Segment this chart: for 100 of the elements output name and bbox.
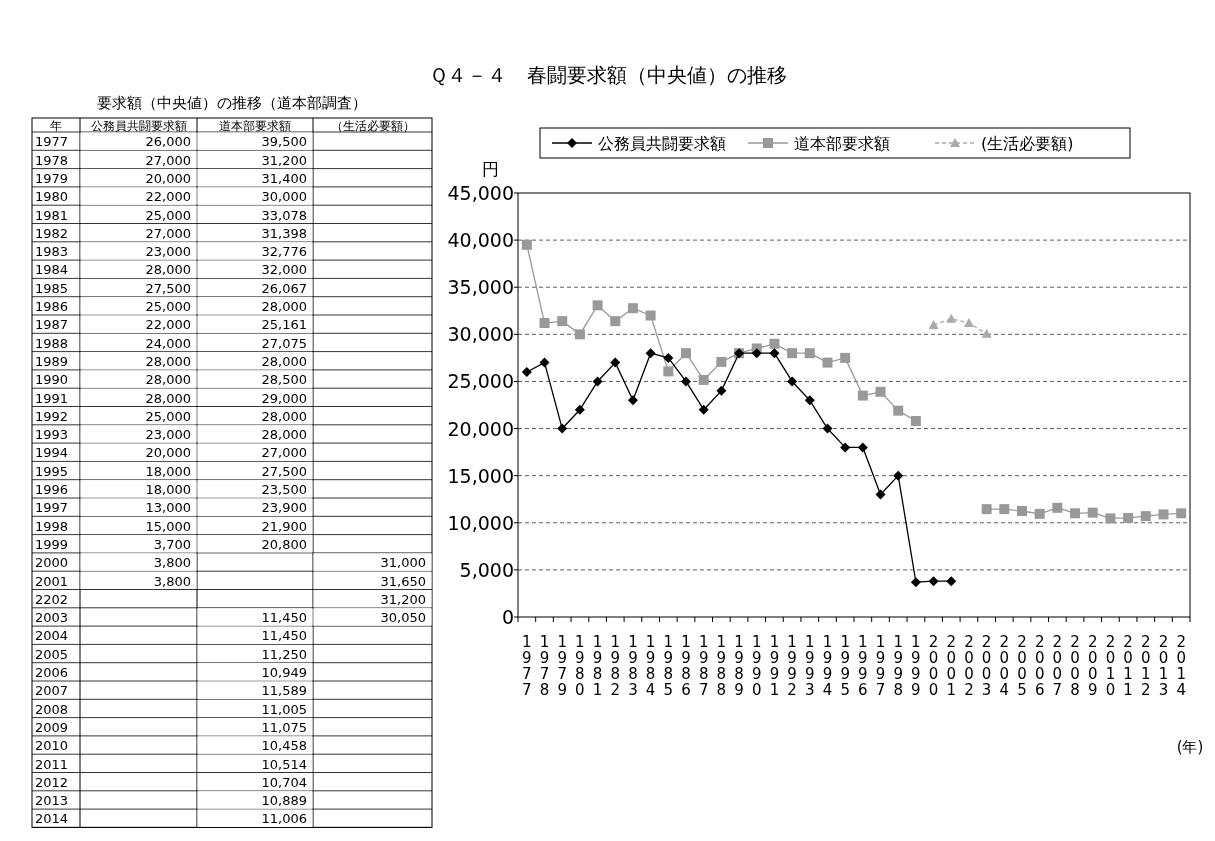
data-label: 27,000 xyxy=(261,445,307,461)
y-tick-label: 10,000 xyxy=(447,511,514,534)
point xyxy=(769,348,780,359)
point xyxy=(663,366,674,377)
y-tick-label: 1990 xyxy=(35,372,69,388)
point xyxy=(1087,507,1098,518)
point xyxy=(928,319,939,329)
y-tick-label: 1977 xyxy=(35,134,69,150)
point xyxy=(1034,508,1045,519)
point xyxy=(539,357,550,368)
y-tick-label: 1999 xyxy=(35,536,69,552)
chart-title: Ｑ４－４ 春闘要求額（中央値）の推移 xyxy=(429,63,787,87)
data-label: 23,900 xyxy=(261,500,307,516)
y-tick-label: 1986 xyxy=(35,299,69,314)
x-tick-label: 2001 xyxy=(946,633,957,699)
point xyxy=(592,376,603,387)
x-tick-label: 2011 xyxy=(1123,633,1133,699)
y-tick-label: 40,000 xyxy=(447,229,514,252)
data-label: 15,000 xyxy=(145,518,191,534)
x-tick-label: 1979 xyxy=(557,633,567,699)
data-label: 3,800 xyxy=(153,555,191,571)
x-tick-label: 2000 xyxy=(928,633,939,699)
data-label: 10,458 xyxy=(261,738,307,754)
point xyxy=(663,352,674,363)
y-tick-label: 1995 xyxy=(35,463,69,479)
point xyxy=(804,395,815,406)
point xyxy=(1158,509,1169,520)
x-tick-label: 1987 xyxy=(698,633,709,699)
data-label: 31,200 xyxy=(261,152,307,168)
legend-label: (生活必要額) xyxy=(981,134,1074,153)
x-tick-label: 1995 xyxy=(840,633,850,699)
data-label: 31,650 xyxy=(380,573,426,589)
data-label: 11,589 xyxy=(261,683,307,699)
y-tick-label: 1983 xyxy=(35,244,69,260)
point xyxy=(787,348,798,359)
y-tick-label: 1991 xyxy=(35,390,69,406)
point xyxy=(681,376,691,387)
data-label: 10,949 xyxy=(261,665,307,680)
y-tick-label: 1993 xyxy=(35,427,69,443)
x-tick-label: 1992 xyxy=(787,633,797,699)
point xyxy=(1070,508,1081,519)
data-label: 22,000 xyxy=(145,317,191,333)
y-tick-label: 1997 xyxy=(35,500,69,516)
data-label: 21,900 xyxy=(261,518,307,534)
point xyxy=(521,367,532,378)
y-tick-label: 1984 xyxy=(35,262,69,278)
data-label: 23,500 xyxy=(261,482,307,497)
point xyxy=(840,352,851,363)
point xyxy=(804,348,815,359)
x-tick-label: 2014 xyxy=(1176,633,1186,699)
data-label: 10,514 xyxy=(261,756,307,772)
y-tick-label: 15,000 xyxy=(447,464,514,487)
point xyxy=(627,395,638,406)
data-label: 18,000 xyxy=(145,463,191,479)
data-label: 28,000 xyxy=(261,427,307,443)
point xyxy=(557,423,568,434)
data-label: 11,250 xyxy=(261,646,307,662)
x-tick-label: 公務員共闘要求額 xyxy=(90,119,187,133)
data-label: 32,776 xyxy=(261,244,307,260)
data-label: 28,500 xyxy=(261,372,307,388)
point xyxy=(910,416,921,427)
x-tick-label: 2005 xyxy=(1017,633,1027,699)
x-tick-label: 道本部要求額 xyxy=(219,119,291,133)
y-tick-label: 2011 xyxy=(35,756,69,772)
y-tick-label: 2202 xyxy=(35,591,69,607)
data-label: 10,889 xyxy=(261,793,307,809)
legend-label: 道本部要求額 xyxy=(794,134,890,153)
x-tick-label: 2008 xyxy=(1070,633,1080,699)
x-tick-label: 2013 xyxy=(1158,633,1169,699)
data-label: 32,000 xyxy=(261,262,307,278)
data-label: 26,000 xyxy=(145,134,191,150)
data-label: 30,000 xyxy=(261,189,307,205)
point xyxy=(698,404,709,415)
data-label: 22,000 xyxy=(145,189,191,205)
x-tick-label: 1997 xyxy=(875,633,886,699)
data-label: 11,075 xyxy=(261,719,307,735)
data-label: 11,450 xyxy=(261,610,307,626)
x-tick-label: 2003 xyxy=(981,633,992,699)
y-tick-label: 1989 xyxy=(35,353,69,369)
x-tick-label: 2010 xyxy=(1105,633,1116,699)
point xyxy=(946,313,957,323)
y-tick-label: 2014 xyxy=(35,811,69,827)
data-label: 25,000 xyxy=(145,408,191,424)
point xyxy=(698,374,709,385)
x-tick-label: 1988 xyxy=(716,633,727,699)
point xyxy=(857,390,868,401)
y-tick-label: 2001 xyxy=(35,573,69,589)
data-label: 11,005 xyxy=(261,701,307,717)
y-tick-label: 2012 xyxy=(35,774,69,790)
y-tick-label: 1996 xyxy=(35,482,69,497)
point xyxy=(822,357,833,368)
data-label: 3,700 xyxy=(153,536,191,552)
y-tick-label: 5,000 xyxy=(459,558,514,581)
point xyxy=(1123,512,1134,523)
point xyxy=(1105,513,1116,524)
data-label: 25,000 xyxy=(145,299,191,314)
point xyxy=(592,300,603,311)
x-tick-label: 1990 xyxy=(751,633,762,699)
x-tick-label: 1986 xyxy=(681,633,691,699)
y-axis-title: 年 xyxy=(50,119,62,133)
